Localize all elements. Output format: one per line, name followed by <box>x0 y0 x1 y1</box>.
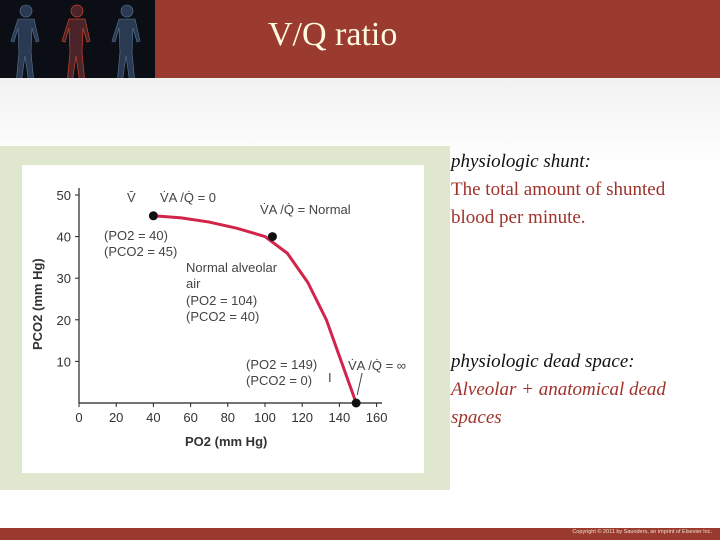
inspired-pointer <box>356 372 363 396</box>
shunt-body: The total amount of shunted blood per mi… <box>451 179 666 228</box>
x-tick-label: 80 <box>221 410 235 425</box>
x-tick-label: 40 <box>146 410 160 425</box>
chart-axes <box>78 188 382 404</box>
copyright-text: Copyright © 2011 by Saunders, an imprint… <box>572 529 712 535</box>
x-tick-label: 140 <box>329 410 351 425</box>
slide-header: V/Q ratio <box>0 0 720 78</box>
anatomy-figures-icon <box>10 4 141 78</box>
figure-panel <box>22 165 424 473</box>
point-v-bar <box>148 211 158 221</box>
x-tick-labels: 0 20 40 60 80 100 120 140 160 <box>75 403 387 425</box>
x-axis-label: PO2 (mm Hg) <box>185 434 267 449</box>
normal-po2: (PO2 = 104) <box>186 293 257 308</box>
x-tick-label: 100 <box>254 410 276 425</box>
y-tick-label: 20 <box>57 313 71 328</box>
vbar-po2: (PO2 = 40) <box>104 228 168 243</box>
inspired-pco2: (PCO2 = 0) <box>246 373 312 388</box>
x-tick-label: 20 <box>109 410 123 425</box>
normal-title-2: air <box>186 276 201 291</box>
point-normal <box>267 232 277 242</box>
slide-title: V/Q ratio <box>268 16 398 53</box>
y-axis-label: PCO2 (mm Hg) <box>30 258 45 350</box>
y-tick-label: 30 <box>57 271 71 286</box>
inspired-label: I <box>328 370 332 385</box>
dead-heading: physiologic dead space: <box>451 351 635 372</box>
x-tick-label: 60 <box>183 410 197 425</box>
vq-chart: 0 20 40 60 80 100 120 140 160 10 20 30 40 50 PO2 (mm… <box>30 188 406 449</box>
dead-body: Alveolar + anatomical dead spaces <box>451 379 666 428</box>
vq-curve <box>153 214 358 404</box>
slide-footer: Copyright © 2011 by Saunders, an imprint… <box>0 528 720 540</box>
vbar-ratio: V̇A /Q̇ = 0 <box>160 190 216 205</box>
vbar-pco2: (PCO2 = 45) <box>104 244 177 259</box>
y-tick-label: 40 <box>57 230 71 245</box>
vbar-label: V̄ <box>127 190 136 205</box>
normal-ratio: V̇A /Q̇ = Normal <box>260 202 351 217</box>
normal-pco2: (PCO2 = 40) <box>186 309 259 324</box>
normal-title-1: Normal alveolar <box>186 260 278 275</box>
y-tick-labels: 10 20 30 40 50 <box>57 188 79 369</box>
x-tick-label: 120 <box>291 410 313 425</box>
header-anatomy-image <box>0 0 155 78</box>
chart-annotations: V̄ V̇A /Q̇ = 0 (PO2 = 40) (PCO2 = 45) V̇… <box>104 190 406 388</box>
curve-points <box>148 211 363 408</box>
x-tick-label: 0 <box>75 410 82 425</box>
y-tick-label: 50 <box>57 188 71 203</box>
y-tick-label: 10 <box>57 354 71 369</box>
shunt-block: physiologic shunt: The total amount of s… <box>451 148 713 232</box>
inspired-ratio: V̇A /Q̇ = ∞ <box>348 358 406 373</box>
inspired-po2: (PO2 = 149) <box>246 357 317 372</box>
shunt-heading: physiologic shunt: <box>451 151 591 172</box>
x-tick-label: 160 <box>366 410 388 425</box>
dead-space-block: physiologic dead space: Alveolar + anato… <box>451 348 713 432</box>
point-inspired <box>351 398 361 408</box>
